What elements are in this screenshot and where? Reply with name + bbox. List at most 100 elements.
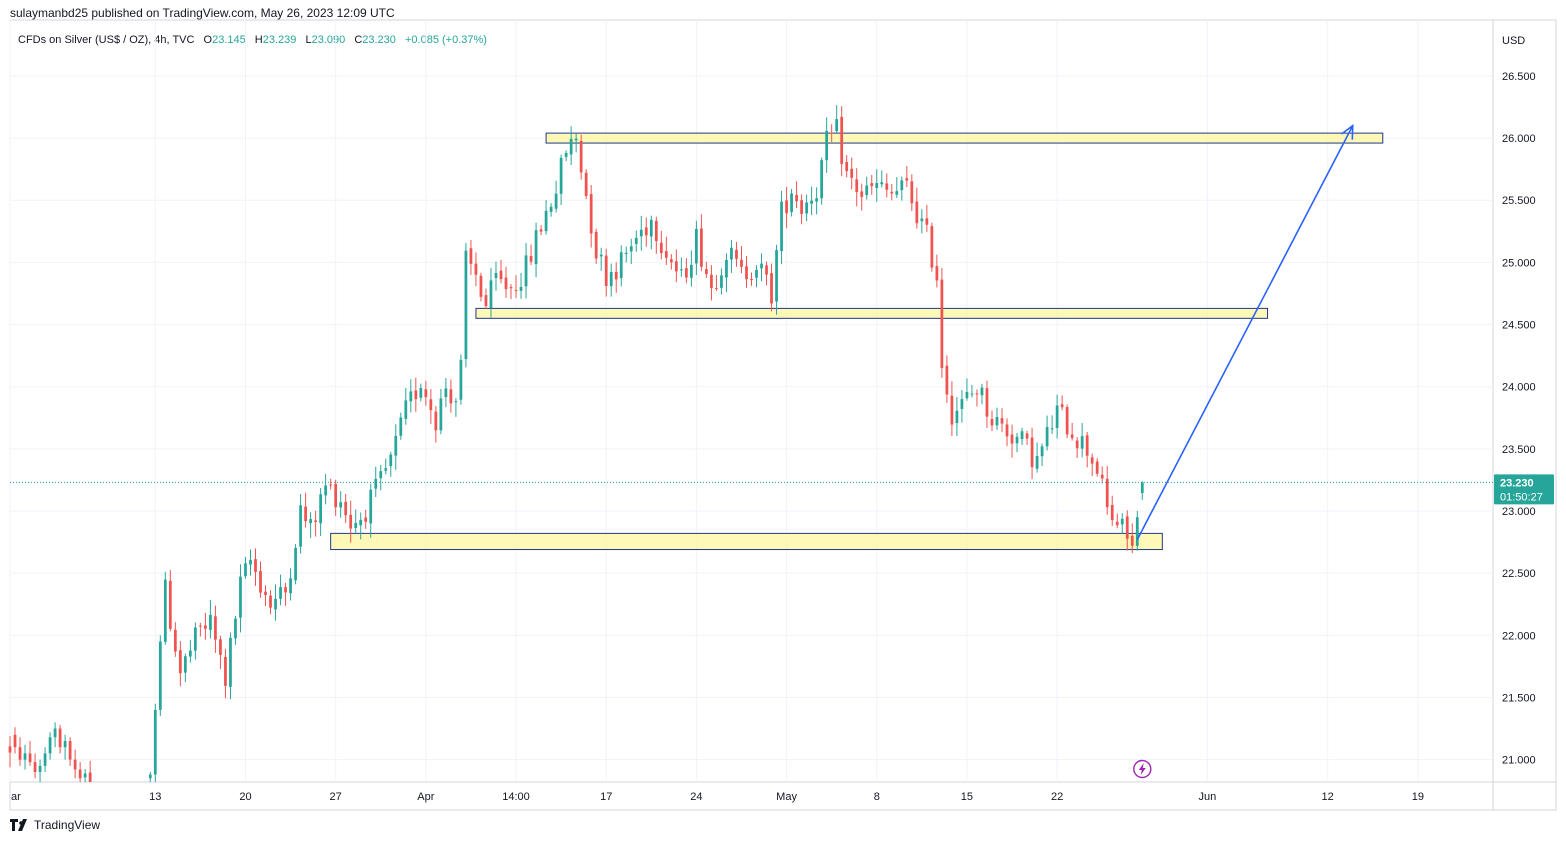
candle-body [444, 388, 448, 397]
candle-body [1110, 504, 1114, 521]
candle-body [870, 183, 874, 187]
candle-body [209, 614, 212, 630]
support-resistance-zone[interactable] [475, 307, 1269, 319]
candle-body [219, 639, 222, 655]
candle [404, 387, 408, 425]
candle [1045, 415, 1049, 451]
candle-body [835, 119, 839, 132]
candle-body [349, 514, 353, 529]
candle-body [705, 269, 708, 275]
candle-body [960, 399, 964, 409]
candle-body [439, 398, 443, 431]
candle-body [1050, 428, 1054, 430]
price-tick-label: 25.000 [1502, 257, 1536, 269]
support-resistance-zone[interactable] [545, 132, 1384, 144]
candle-body [244, 563, 247, 577]
candle-body [193, 627, 197, 651]
candle [740, 246, 743, 274]
candle [895, 177, 899, 198]
support-resistance-zone[interactable] [330, 532, 1163, 551]
candle-body [284, 587, 287, 593]
candle-body [199, 625, 202, 627]
candle-body [344, 501, 348, 516]
candle-body [770, 273, 773, 304]
axes: 21.000 21.500 22.000 22.500 23.000 23.500 24.0… [11, 35, 1536, 803]
candle [855, 168, 859, 207]
candle-body [925, 218, 929, 225]
candle-body [975, 393, 979, 395]
footer-brand[interactable]: TradingView [10, 818, 100, 832]
candle [48, 732, 52, 760]
candle-body [299, 505, 302, 547]
candle [564, 150, 568, 162]
candle [23, 744, 27, 770]
time-tick-label: Apr [417, 791, 434, 803]
candle-body [594, 231, 598, 259]
candle-body [1120, 518, 1124, 525]
candle [830, 124, 834, 142]
projection-arrow-head [1341, 124, 1354, 140]
candle-body [239, 576, 242, 618]
candle-body [539, 229, 543, 232]
time-tick-label: ar [11, 791, 21, 803]
candle [153, 703, 157, 782]
candle [599, 247, 603, 271]
candle-body [935, 266, 939, 281]
candle-body [329, 484, 333, 486]
open-label: O [203, 34, 213, 46]
candle [1090, 453, 1094, 477]
candle [735, 241, 738, 267]
candle-body [254, 559, 257, 572]
candle-body [514, 290, 518, 292]
candle [745, 255, 748, 288]
candle-body [725, 259, 728, 278]
candle [279, 574, 282, 606]
flash-event-icon[interactable] [1133, 759, 1152, 779]
candle-body [855, 179, 859, 193]
candle [334, 479, 338, 516]
candle-body [930, 226, 934, 268]
candle-body [13, 734, 17, 748]
candle-body [830, 132, 834, 134]
candle-body [449, 389, 453, 404]
candle [644, 217, 648, 247]
candle-body [274, 598, 277, 610]
candle [659, 230, 663, 260]
candle [479, 272, 483, 302]
candle-body [249, 559, 252, 565]
candle [434, 406, 438, 443]
candle-body [1020, 431, 1024, 440]
candle [409, 379, 413, 413]
candle-body [8, 746, 12, 753]
candle-body [469, 248, 473, 264]
candle-body [720, 275, 723, 288]
candle-body [710, 274, 713, 289]
candle [1075, 437, 1079, 458]
candle [960, 390, 964, 423]
price-tag-bg [1494, 474, 1554, 505]
candle [209, 600, 212, 639]
time-tick-label: 22 [1051, 791, 1063, 803]
candle [509, 284, 513, 300]
candle-body [1055, 405, 1059, 428]
high-label: H [254, 34, 263, 46]
candle-body [664, 251, 668, 258]
close-label: C [354, 34, 363, 46]
candle [584, 169, 588, 200]
candle-body [1035, 456, 1039, 469]
candle-body [1000, 418, 1004, 424]
candle-body [679, 269, 683, 271]
candle-body [584, 172, 588, 197]
open-value: 23.145 [212, 34, 246, 46]
candle-body [354, 523, 358, 528]
candle-body [970, 393, 974, 395]
candle [770, 263, 773, 312]
candle [870, 174, 874, 195]
time-tick-label: 14:00 [502, 791, 530, 803]
candle [163, 571, 167, 645]
candle [950, 381, 954, 436]
projection-arrow-line[interactable] [1136, 125, 1354, 540]
candle [805, 194, 808, 222]
candle [1035, 442, 1039, 473]
